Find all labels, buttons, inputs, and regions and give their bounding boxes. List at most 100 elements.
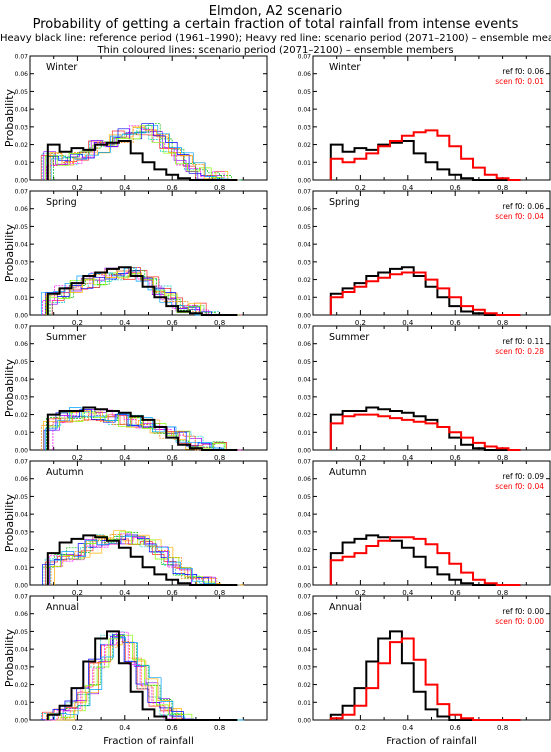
season-label: Annual	[329, 602, 362, 613]
y-tick-label: 0.04	[15, 647, 29, 654]
y-tick-label: 0.07	[15, 54, 29, 61]
scen-f0-label: scen f0: 0.04	[495, 212, 544, 221]
chart-title-location: Elmdon, A2 scenario	[208, 4, 343, 19]
scenario-mean-line	[329, 413, 521, 451]
y-tick-label: 0.07	[15, 459, 29, 466]
ensemble-member-line	[49, 634, 240, 721]
x-tick-label: 0.8	[214, 319, 225, 327]
reference-line	[46, 140, 238, 181]
x-tick-label: 0.4	[402, 724, 414, 732]
season-label: Autumn	[329, 467, 367, 478]
x-tick-label: 0.6	[167, 589, 179, 597]
ensemble-member-line	[46, 123, 237, 181]
y-tick-label: 0.01	[15, 430, 29, 437]
x-tick-label: 0.8	[214, 724, 225, 732]
y-tick-label: 0.01	[15, 295, 29, 302]
y-axis-label: Probability	[3, 223, 16, 282]
x-tick-label: 0.4	[119, 184, 131, 192]
reference-line	[329, 140, 521, 181]
y-tick-label: 0.01	[298, 160, 312, 167]
x-tick-label: 0.2	[355, 724, 366, 732]
x-tick-label: 0.6	[450, 319, 462, 327]
x-tick-label: 0.6	[167, 454, 179, 462]
x-tick-label: 0.2	[72, 319, 83, 327]
ensemble-member-line	[40, 130, 231, 181]
y-tick-label: 0.01	[298, 295, 312, 302]
x-tick-label: 0.4	[119, 454, 131, 462]
y-tick-label: 0.07	[298, 54, 312, 61]
x-tick-label: 0.8	[497, 454, 508, 462]
season-label: Winter	[46, 62, 77, 73]
y-tick-label: 0.02	[298, 142, 312, 149]
x-tick-label: 0.4	[119, 589, 131, 597]
y-tick-label: 0.05	[298, 224, 312, 231]
reference-line	[329, 406, 521, 451]
ensemble-member-line	[52, 268, 243, 316]
y-tick-label: 0.05	[15, 359, 29, 366]
x-tick-label: 0.8	[497, 724, 508, 732]
y-tick-label: 0.04	[298, 107, 312, 114]
y-tick-label: 0.07	[15, 324, 29, 331]
ensemble-member-line	[46, 272, 236, 316]
y-tick-label: 0.01	[15, 700, 29, 707]
y-tick-label: 0.02	[15, 682, 29, 689]
y-tick-label: 0.05	[298, 89, 312, 96]
y-tick-label: 0.02	[15, 277, 29, 284]
y-tick-label: 0.01	[15, 565, 29, 572]
x-tick-label: 0.2	[72, 184, 83, 192]
y-tick-label: 0.06	[15, 341, 29, 348]
y-tick-label: 0.00	[298, 313, 312, 320]
x-tick-label: 0.2	[72, 454, 83, 462]
ensemble-member-line	[40, 634, 231, 721]
x-tick-label: 0.2	[72, 724, 83, 732]
y-tick-label: 0.07	[298, 459, 312, 466]
y-tick-label: 0.02	[15, 412, 29, 419]
y-tick-label: 0.01	[298, 565, 312, 572]
scen-f0-label: scen f0: 0.28	[495, 347, 544, 356]
y-tick-label: 0.04	[15, 242, 29, 249]
reference-line	[46, 266, 238, 316]
y-tick-label: 0.07	[15, 594, 29, 601]
y-tick-label: 0.02	[298, 547, 312, 554]
y-tick-label: 0.04	[298, 242, 312, 249]
ensemble-member-line	[43, 409, 234, 451]
x-tick-label: 0.2	[72, 589, 83, 597]
x-tick-label: 0.8	[214, 184, 225, 192]
season-label: Summer	[329, 332, 369, 343]
scenario-mean-line	[329, 129, 521, 181]
y-tick-label: 0.06	[298, 71, 312, 78]
y-tick-label: 0.06	[15, 476, 29, 483]
ensemble-member-line	[48, 411, 239, 451]
ensemble-member-line	[40, 413, 231, 451]
season-label: Autumn	[46, 467, 84, 478]
x-tick-label: 0.4	[119, 724, 131, 732]
y-tick-label: 0.06	[298, 206, 312, 213]
y-tick-label: 0.00	[15, 178, 29, 185]
x-axis-label: Fraction of rainfall	[103, 736, 193, 747]
ref-f0-label: ref f0: 0.06	[502, 202, 544, 211]
plot-frame	[29, 595, 268, 721]
y-tick-label: 0.02	[298, 682, 312, 689]
y-tick-label: 0.05	[298, 359, 312, 366]
y-tick-label: 0.04	[15, 512, 29, 519]
plot-frame	[29, 325, 268, 451]
y-tick-label: 0.03	[298, 394, 312, 401]
scenario-mean-line	[329, 536, 521, 586]
y-tick-label: 0.00	[298, 448, 312, 455]
y-tick-label: 0.04	[298, 377, 312, 384]
y-tick-label: 0.00	[298, 718, 312, 725]
y-tick-label: 0.01	[298, 430, 312, 437]
reference-line	[329, 630, 521, 721]
legend-line-2: Thin coloured lines: scenario period (20…	[97, 45, 454, 56]
y-tick-label: 0.00	[15, 718, 29, 725]
ensemble-member-line	[50, 534, 241, 586]
x-tick-label: 0.6	[450, 184, 462, 192]
y-tick-label: 0.03	[298, 664, 312, 671]
x-tick-label: 0.2	[355, 454, 366, 462]
season-label: Annual	[46, 602, 79, 613]
y-tick-label: 0.04	[15, 377, 29, 384]
y-tick-label: 0.04	[15, 107, 29, 114]
y-tick-label: 0.07	[15, 189, 29, 196]
y-tick-label: 0.04	[298, 647, 312, 654]
